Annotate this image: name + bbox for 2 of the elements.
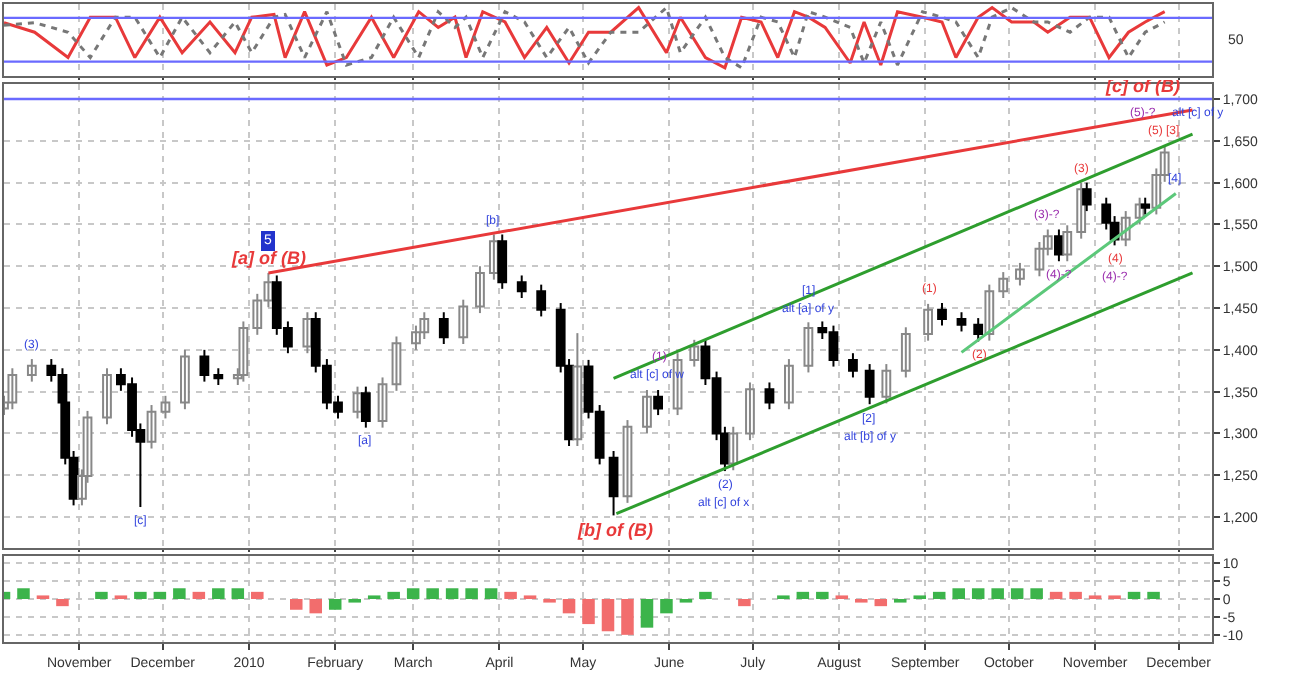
annotation: [a] of (B) — [230, 248, 306, 268]
annotation: [b] of (B) — [576, 520, 653, 540]
